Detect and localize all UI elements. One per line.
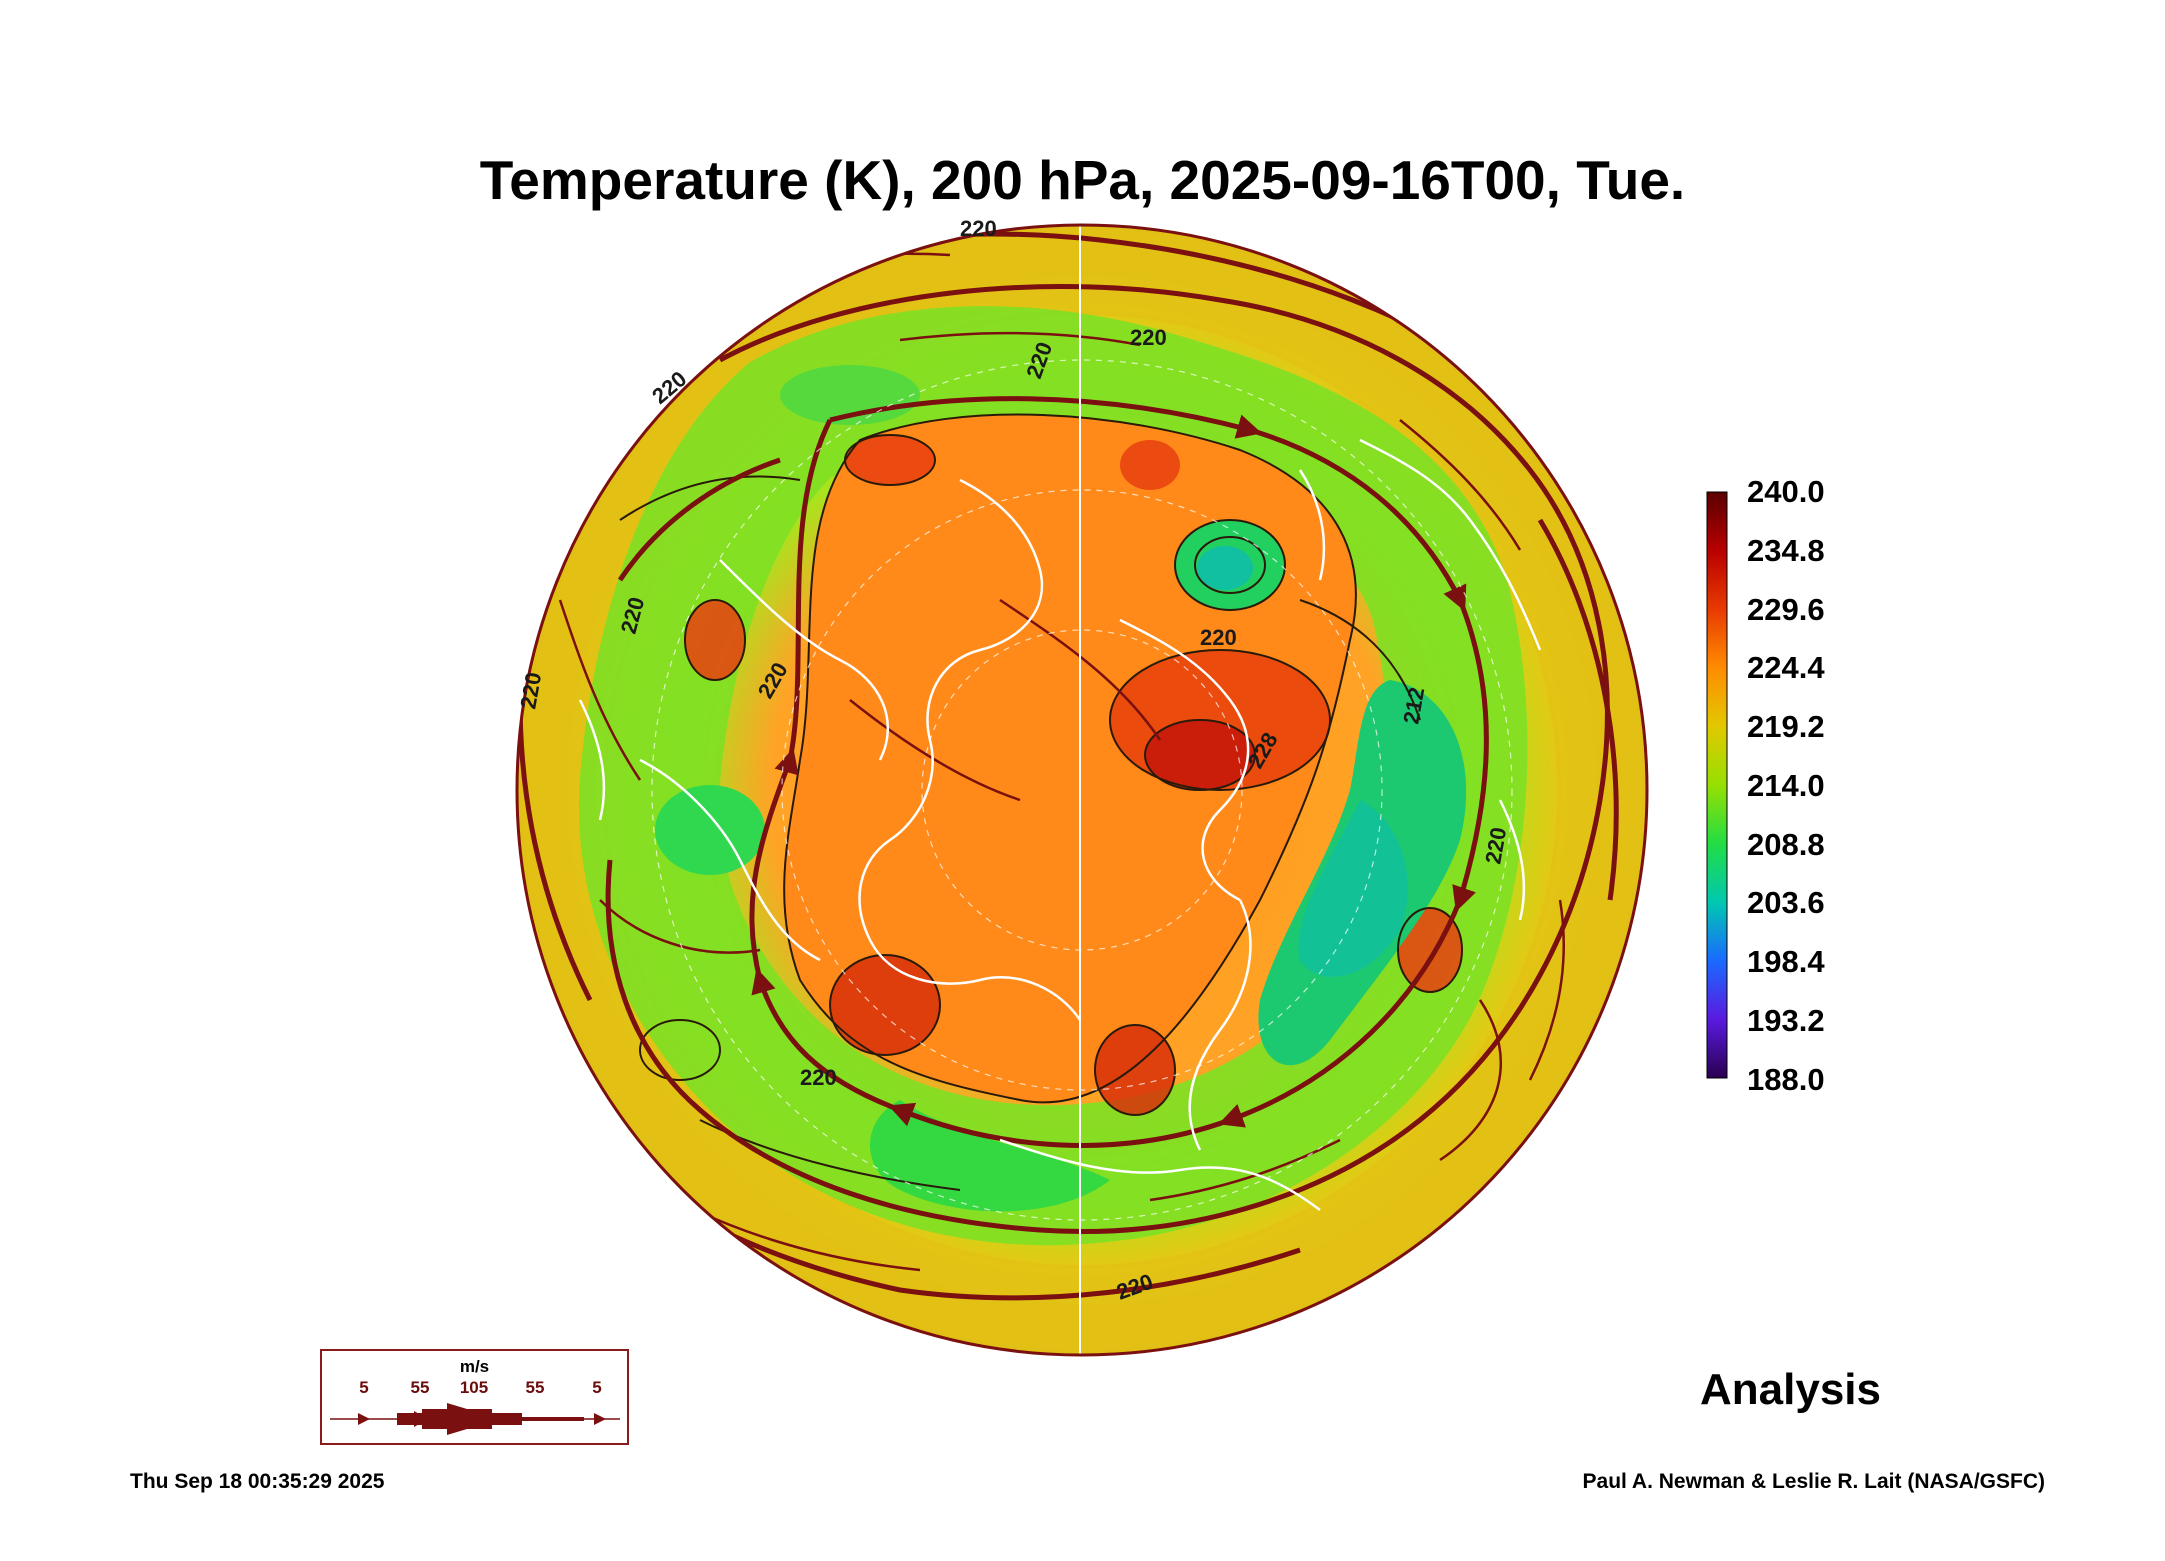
colorbar-label: 188.0: [1747, 1062, 1825, 1097]
colorbar-label: 193.2: [1747, 1003, 1825, 1038]
colorbar-label: 198.4: [1747, 944, 1825, 979]
legend-unit: m/s: [459, 1357, 490, 1376]
credit: Paul A. Newman & Leslie R. Lait (NASA/GS…: [1582, 1470, 2045, 1493]
contour-label: 220: [960, 216, 997, 241]
legend-value: 5: [592, 1378, 602, 1397]
wind-speed-arrow: [330, 1403, 620, 1435]
colorbar-label: 234.8: [1747, 533, 1825, 568]
contour-label: 220: [1200, 625, 1237, 650]
contour-label: 220: [1130, 325, 1167, 350]
colorbar-label: 214.0: [1747, 768, 1825, 803]
temperature-field: [517, 225, 1647, 1355]
wind-speed-legend: m/s 5 55 105 55 5: [320, 1349, 629, 1445]
colorbar-label: 203.6: [1747, 885, 1825, 920]
colorbar-label: 208.8: [1747, 827, 1825, 862]
analysis-label: Analysis: [1700, 1365, 1881, 1414]
chart-title: Temperature (K), 200 hPa, 2025-09-16T00,…: [479, 149, 1686, 211]
colorbar-label: 240.0: [1747, 474, 1825, 509]
legend-value: 55: [410, 1378, 430, 1397]
legend-value: 105: [459, 1378, 489, 1397]
legend-value: 55: [525, 1378, 545, 1397]
legend-value: 5: [359, 1378, 369, 1397]
colorbar-label: 229.6: [1747, 592, 1825, 627]
colorbar: [1706, 491, 1728, 1079]
colorbar-label: 224.4: [1747, 650, 1825, 685]
timestamp: Thu Sep 18 00:35:29 2025: [130, 1470, 385, 1493]
contour-label: 220: [800, 1065, 837, 1090]
colorbar-label: 219.2: [1747, 709, 1825, 744]
